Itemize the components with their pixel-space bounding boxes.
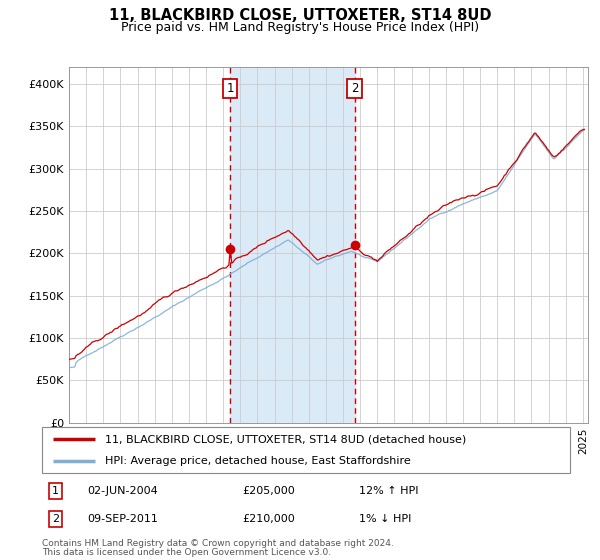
Text: 1% ↓ HPI: 1% ↓ HPI xyxy=(359,514,411,524)
Text: 12% ↑ HPI: 12% ↑ HPI xyxy=(359,486,418,496)
Text: Contains HM Land Registry data © Crown copyright and database right 2024.: Contains HM Land Registry data © Crown c… xyxy=(42,539,394,548)
Text: HPI: Average price, detached house, East Staffordshire: HPI: Average price, detached house, East… xyxy=(106,456,411,466)
Text: 11, BLACKBIRD CLOSE, UTTOXETER, ST14 8UD (detached house): 11, BLACKBIRD CLOSE, UTTOXETER, ST14 8UD… xyxy=(106,434,467,444)
Text: £210,000: £210,000 xyxy=(242,514,295,524)
Text: 2: 2 xyxy=(351,82,358,95)
Bar xyxy=(230,67,355,423)
Text: 1: 1 xyxy=(52,486,59,496)
Text: This data is licensed under the Open Government Licence v3.0.: This data is licensed under the Open Gov… xyxy=(42,548,331,557)
Text: 09-SEP-2011: 09-SEP-2011 xyxy=(87,514,158,524)
Text: 2: 2 xyxy=(52,514,59,524)
Text: 02-JUN-2004: 02-JUN-2004 xyxy=(87,486,158,496)
Text: £205,000: £205,000 xyxy=(242,486,295,496)
Text: Price paid vs. HM Land Registry's House Price Index (HPI): Price paid vs. HM Land Registry's House … xyxy=(121,21,479,34)
Text: 1: 1 xyxy=(227,82,234,95)
Text: 11, BLACKBIRD CLOSE, UTTOXETER, ST14 8UD: 11, BLACKBIRD CLOSE, UTTOXETER, ST14 8UD xyxy=(109,8,491,24)
